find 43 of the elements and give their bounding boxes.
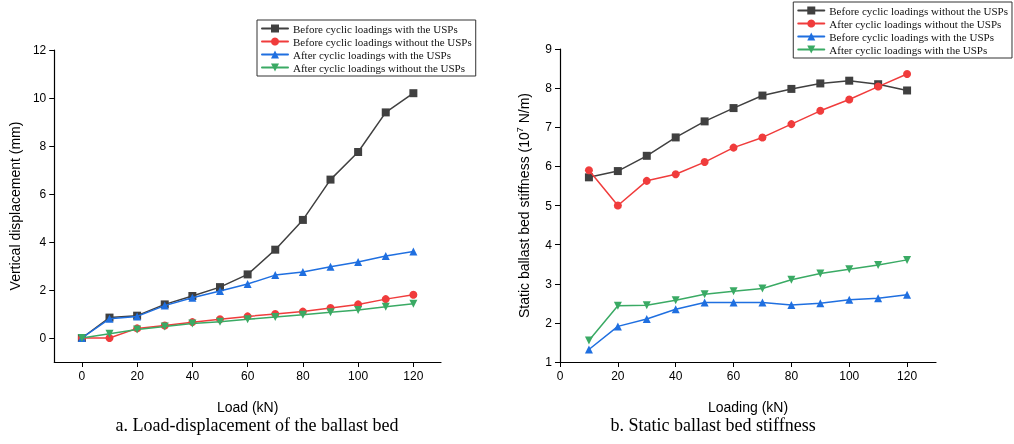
y-tick-label: 10 <box>32 91 47 105</box>
y-tick-label: 0 <box>39 331 47 345</box>
y-tick-label: 4 <box>39 235 47 249</box>
x-tick-label: 80 <box>296 369 310 383</box>
y-tick-label: 6 <box>39 187 47 201</box>
x-tick-label: 20 <box>611 369 625 383</box>
legend-label: After cyclic loadings without the USPs <box>293 61 466 74</box>
legend-label: After cyclic loadings without the USPs <box>829 17 1002 30</box>
legend-label: After cyclic loadings with the USPs <box>829 43 988 56</box>
text: b. Static ballast bed stiffness <box>610 415 816 435</box>
y-tick-label: 8 <box>545 81 553 96</box>
x-tick-label: 120 <box>403 369 424 383</box>
y-tick-label: 7 <box>545 120 553 135</box>
y-tick-label: 1 <box>545 355 553 369</box>
y-tick-label: 2 <box>39 283 47 297</box>
y-tick-label: 3 <box>545 276 553 291</box>
x-axis-title: Loading (kN) <box>707 399 789 415</box>
legend-label: Before cyclic loadings without the USPs <box>829 4 1009 17</box>
legend-label: Before cyclic loadings with the USPs <box>293 22 458 35</box>
y-tick-label: 2 <box>545 315 553 330</box>
x-tick-label: 0 <box>78 369 86 383</box>
y-tick-label: 4 <box>545 237 553 252</box>
x-tick-label: 80 <box>784 369 799 383</box>
y-tick-label: 6 <box>545 159 553 174</box>
y-axis-title: Vertical displacement (mm) <box>7 121 23 291</box>
x-tick-label: 120 <box>897 369 918 383</box>
x-tick-label: 40 <box>185 369 200 383</box>
y-tick-label: 9 <box>545 42 553 56</box>
x-axis-title: Load (kN) <box>216 399 279 415</box>
x-tick-label: 40 <box>669 369 683 383</box>
x-tick-label: 60 <box>726 369 741 383</box>
legend-label: After cyclic loadings with the USPs <box>293 48 451 61</box>
x-tick-label: 20 <box>130 369 145 383</box>
x-tick-label: 100 <box>348 369 369 383</box>
x-tick-label: 60 <box>240 369 255 383</box>
y-tick-label: 12 <box>32 43 47 57</box>
y-tick-label: 8 <box>39 139 47 153</box>
legend-label: Before cyclic loadings with the USPs <box>829 30 994 43</box>
legend-label: Before cyclic loadings without the USPs <box>293 35 472 48</box>
x-tick-label: 0 <box>556 369 564 383</box>
x-tick-label: 100 <box>839 369 860 383</box>
y-tick-label: 5 <box>545 198 553 213</box>
text: a. Load-displacement of the ballast bed <box>115 415 399 435</box>
